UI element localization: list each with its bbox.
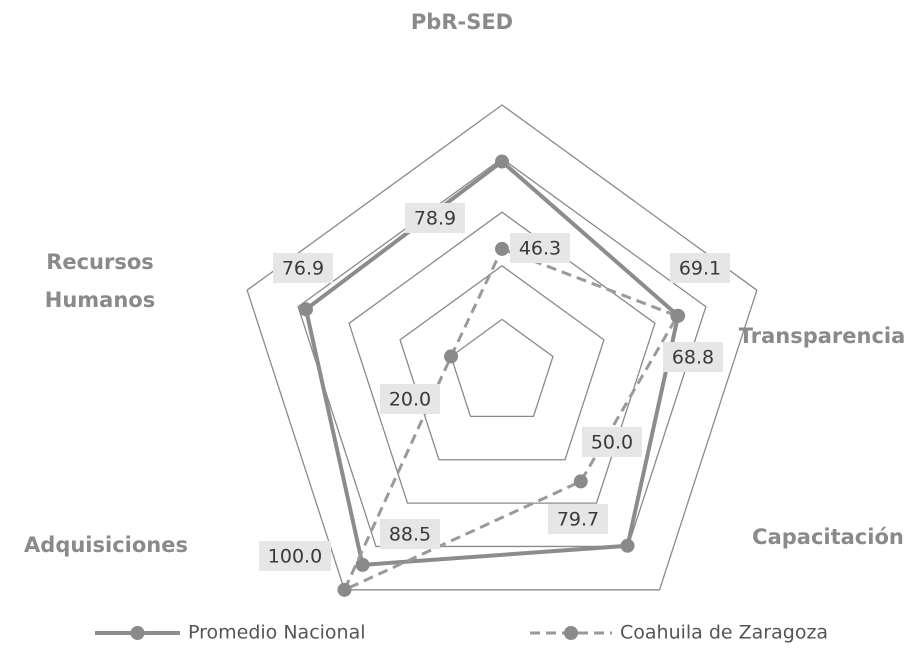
- marker: [337, 582, 352, 597]
- marker: [298, 302, 313, 317]
- value-label: 46.3: [519, 238, 561, 260]
- legend-label: Promedio Nacional: [188, 622, 366, 644]
- value-label: 100.0: [268, 546, 322, 568]
- category-label: Capacitación: [752, 525, 904, 549]
- marker: [573, 474, 588, 489]
- value-label: 68.8: [672, 347, 714, 369]
- category-label: PbR-SED: [410, 10, 514, 34]
- series: [298, 154, 686, 572]
- value-label-box: [582, 427, 642, 457]
- marker: [444, 349, 459, 364]
- value-label-box: [405, 203, 465, 233]
- value-label-box: [510, 233, 570, 263]
- category-label: Recursos Humanos: [44, 250, 156, 312]
- grid-ring: [348, 211, 656, 504]
- value-label-box: [548, 504, 608, 534]
- value-label: 20.0: [389, 389, 431, 411]
- value-label-box: [273, 253, 333, 283]
- value-label: 50.0: [591, 432, 633, 454]
- value-label-box: [380, 384, 440, 414]
- marker: [355, 557, 370, 572]
- series: [337, 241, 685, 597]
- marker: [495, 154, 509, 169]
- legend-marker: [130, 626, 145, 640]
- value-label-box: [259, 541, 331, 571]
- legend-label: Coahuila de Zaragoza: [620, 622, 828, 644]
- grid-ring: [450, 318, 554, 418]
- marker: [495, 241, 509, 256]
- grid-ring: [399, 264, 605, 461]
- value-label-box: [663, 342, 723, 372]
- value-label: 79.7: [557, 509, 599, 531]
- value-label: 78.9: [414, 208, 456, 230]
- value-label: 88.5: [389, 524, 431, 546]
- grid-ring: [297, 157, 707, 548]
- value-label-box: [670, 253, 730, 283]
- legend-marker: [564, 626, 578, 640]
- value-label: 69.1: [679, 258, 721, 280]
- marker: [620, 538, 635, 553]
- value-label-box: [380, 519, 440, 549]
- category-label: Transparencia: [738, 324, 906, 348]
- series-line: [303, 158, 681, 568]
- category-label: Adquisiciones: [24, 533, 188, 557]
- series-line: [341, 247, 680, 593]
- value-label: 76.9: [282, 258, 324, 280]
- marker: [670, 309, 685, 324]
